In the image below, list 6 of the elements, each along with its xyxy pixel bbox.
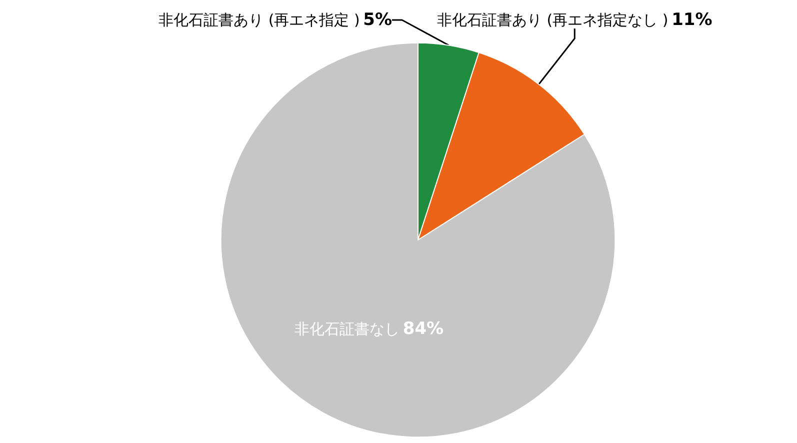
data-label: 5% xyxy=(363,10,392,30)
slice-label: 非化石証書あり (再エネ指定なし ) xyxy=(437,11,668,29)
slice-label: 非化石証書あり (再エネ指定 ) xyxy=(158,11,360,29)
data-label: 11% xyxy=(672,10,712,30)
data-label: 84% xyxy=(402,319,444,340)
slice-label: 非化石証書なし xyxy=(294,320,400,338)
